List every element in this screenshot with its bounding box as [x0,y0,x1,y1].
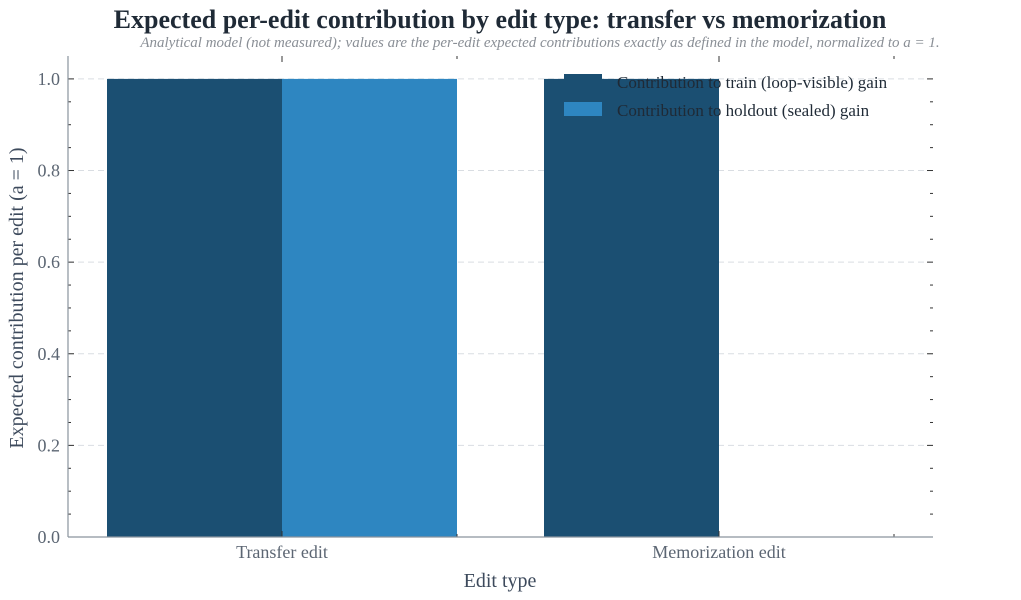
y-tick-label: 0.2 [38,435,61,455]
y-tick-label: 0.6 [38,252,61,272]
x-tick-label: Transfer edit [236,542,328,562]
bar-train-0 [107,78,282,538]
bar-holdout-0 [282,78,457,538]
x-axis-label: Edit type [464,570,537,592]
legend-label-train: Contribution to train (loop-visible) gai… [617,73,888,92]
tick-labels: 0.0 0.2 0.4 0.6 0.8 1.0 Transfer edit Memorizat… [38,69,786,562]
axes [67,56,933,538]
y-tick-label: 0.8 [38,161,61,181]
legend-swatch-train [564,74,602,88]
bars [107,78,719,538]
y-tick-label: 0.4 [38,344,61,364]
chart-title: Expected per-edit contribution by edit t… [114,5,887,34]
bar-train-1 [544,78,719,538]
legend-swatch-holdout [564,102,602,116]
chart-subtitle: Analytical model (not measured); values … [139,35,939,51]
y-tick-label: 1.0 [38,69,61,89]
y-axis-label: Expected contribution per edit (a = 1) [6,147,28,448]
legend: Contribution to train (loop-visible) gai… [564,73,888,120]
x-tick-label: Memorization edit [652,542,785,562]
legend-label-holdout: Contribution to holdout (sealed) gain [617,101,870,120]
y-tick-label: 0.0 [38,527,61,547]
